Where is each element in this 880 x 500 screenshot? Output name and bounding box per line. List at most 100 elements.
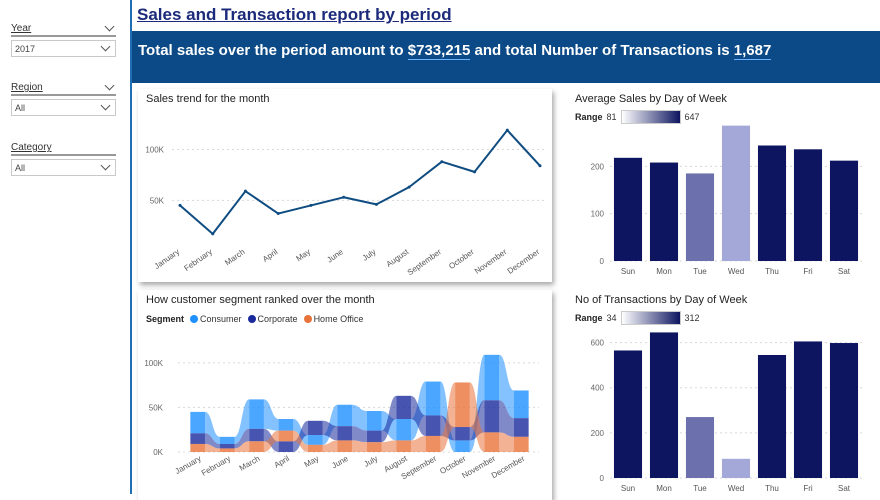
segment-bar bbox=[337, 426, 353, 441]
x-tick-label: July bbox=[361, 247, 378, 263]
transactions-range-legend: Range 34 312 bbox=[575, 311, 700, 325]
bar-sun bbox=[613, 350, 643, 478]
x-tick-label: December bbox=[490, 454, 527, 480]
chevron-down-icon[interactable] bbox=[104, 21, 115, 32]
category-slicer-header[interactable]: Category bbox=[11, 142, 116, 153]
y-tick-label: 100K bbox=[145, 146, 164, 155]
color-gradient bbox=[620, 110, 681, 124]
year-slicer: Year 2017 bbox=[11, 21, 116, 57]
ribbon-corporate bbox=[381, 395, 397, 443]
segment-bar bbox=[337, 440, 353, 452]
legend-item-corporate[interactable]: Corporate bbox=[247, 314, 298, 324]
color-gradient bbox=[620, 311, 681, 325]
ribbon-home-office bbox=[205, 443, 220, 452]
x-tick-label: Sat bbox=[838, 267, 851, 276]
chevron-down-icon[interactable] bbox=[104, 80, 115, 91]
x-tick-label: September bbox=[406, 247, 443, 277]
sales-line bbox=[179, 129, 541, 235]
ribbon-home-office bbox=[234, 441, 250, 452]
chevron-down-icon[interactable] bbox=[100, 41, 111, 52]
ribbon-corporate bbox=[234, 428, 250, 449]
data-point bbox=[309, 203, 313, 207]
segment-bar bbox=[396, 419, 411, 441]
data-point bbox=[407, 185, 411, 189]
region-slicer-header[interactable]: Region bbox=[11, 80, 116, 93]
segment-chart-title: How customer segment ranked over the mon… bbox=[146, 294, 375, 306]
ribbon-home-office bbox=[322, 440, 338, 452]
avg-sales-card[interactable]: Average Sales by Day of Week Range 81 64… bbox=[570, 89, 880, 282]
data-point bbox=[374, 202, 378, 206]
segment-ribbon-card[interactable]: How customer segment ranked over the mon… bbox=[138, 290, 552, 500]
x-tick-label: Mon bbox=[656, 484, 672, 493]
bar-fri bbox=[793, 341, 823, 478]
region-value: All bbox=[15, 102, 26, 113]
segment-bar bbox=[219, 436, 235, 444]
ribbon-home-office bbox=[499, 432, 514, 452]
year-dropdown[interactable]: 2017 bbox=[11, 40, 116, 57]
segment-bar bbox=[396, 440, 411, 452]
chevron-down-icon[interactable] bbox=[100, 160, 111, 171]
x-tick-label: January bbox=[153, 247, 181, 271]
slicer-divider bbox=[11, 154, 116, 156]
segment-bar bbox=[366, 442, 382, 452]
x-tick-label: Tue bbox=[693, 267, 707, 276]
total-transactions-value: 1,687 bbox=[733, 42, 772, 60]
x-tick-label: May bbox=[295, 247, 313, 263]
segment-bar bbox=[278, 419, 294, 431]
segment-bar bbox=[513, 436, 529, 452]
x-tick-label: April bbox=[273, 454, 292, 470]
ribbon-consumer bbox=[499, 354, 514, 419]
range-min: 81 bbox=[606, 112, 617, 122]
region-dropdown[interactable]: All bbox=[11, 99, 116, 116]
bar-sat bbox=[829, 160, 859, 261]
chevron-down-icon[interactable] bbox=[100, 100, 111, 111]
sales-trend-title: Sales trend for the month bbox=[146, 93, 270, 105]
x-tick-label: Tue bbox=[693, 484, 707, 493]
x-tick-label: Wed bbox=[728, 267, 744, 276]
x-tick-label: Wed bbox=[728, 484, 744, 493]
segment-bar bbox=[484, 354, 500, 401]
x-tick-label: July bbox=[362, 454, 379, 469]
y-tick-label: 100 bbox=[591, 210, 605, 219]
bar-wed bbox=[721, 458, 751, 478]
ribbon-corporate bbox=[352, 426, 367, 443]
legend-item-consumer[interactable]: Consumer bbox=[190, 314, 242, 324]
x-tick-label: Thu bbox=[765, 267, 779, 276]
category-dropdown[interactable]: All bbox=[11, 159, 116, 176]
segment-bar bbox=[308, 444, 323, 452]
range-label: Range bbox=[575, 313, 603, 323]
x-tick-label: Sun bbox=[621, 484, 635, 493]
ribbon-corporate bbox=[293, 420, 309, 452]
sales-trend-card[interactable]: Sales trend for the month 50K 100K January… bbox=[138, 89, 552, 282]
x-tick-label: January bbox=[174, 454, 203, 476]
slicer-divider bbox=[11, 94, 116, 96]
data-point bbox=[440, 160, 444, 164]
consumer-dot-icon bbox=[190, 315, 199, 323]
legend-label-corporate: Corporate bbox=[257, 314, 298, 324]
x-tick-label: June bbox=[325, 247, 345, 265]
y-tick-label: 50K bbox=[150, 196, 165, 205]
bar-mon bbox=[649, 332, 679, 478]
x-tick-label: February bbox=[200, 454, 232, 478]
category-value: All bbox=[15, 162, 26, 173]
ribbon-consumer bbox=[234, 399, 250, 444]
bar-tue bbox=[685, 417, 715, 478]
year-slicer-header[interactable]: Year bbox=[11, 21, 116, 34]
data-point bbox=[178, 203, 182, 207]
bar-thu bbox=[757, 354, 787, 478]
x-tick-label: Thu bbox=[765, 484, 779, 493]
transactions-card[interactable]: No of Transactions by Day of Week Range … bbox=[570, 290, 880, 500]
slicer-divider bbox=[11, 35, 116, 37]
y-tick-label: 0K bbox=[153, 448, 163, 457]
data-point bbox=[505, 128, 509, 132]
segment-bar bbox=[455, 382, 470, 428]
sales-trend-chart: 50K 100K January February March April May June J… bbox=[145, 128, 545, 277]
segment-bar bbox=[484, 432, 500, 452]
ribbon-consumer bbox=[205, 411, 220, 444]
region-slicer: Region All bbox=[11, 80, 116, 116]
y-tick-label: 50K bbox=[149, 403, 164, 412]
segment-bar bbox=[249, 428, 264, 442]
legend-item-home-office[interactable]: Home Office bbox=[303, 314, 363, 324]
y-tick-label: 0 bbox=[600, 474, 605, 483]
x-tick-label: April bbox=[261, 247, 279, 264]
